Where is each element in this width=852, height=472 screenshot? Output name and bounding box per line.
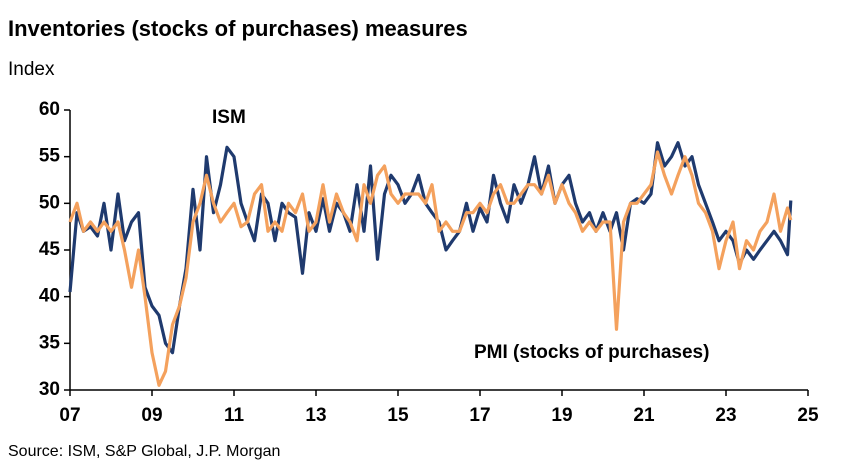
x-tick-label: 07 [59,405,80,426]
x-tick-label: 09 [141,405,162,426]
series-line [68,141,793,355]
y-tick-label: 60 [39,99,60,120]
y-tick-label: 50 [39,192,60,213]
x-tick-label: 15 [387,405,409,426]
series-label: PMI (stocks of purchases) [474,342,709,363]
x-tick-label: 13 [305,405,326,426]
series-label: ISM [212,107,246,128]
x-tick-label: 23 [715,405,736,426]
y-axis-label: Index [8,59,55,80]
x-tick-label: 25 [797,405,819,426]
series-line [68,150,793,387]
y-tick-label: 55 [39,146,61,167]
y-tick-label: 35 [39,332,61,353]
chart-title: Inventories (stocks of purchases) measur… [8,16,468,41]
y-tick-label: 40 [39,286,60,307]
y-tick-label: 30 [39,379,60,400]
source: Source: ISM, S&P Global, J.P. Morgan [8,443,280,460]
x-tick-label: 19 [551,405,572,426]
x-tick-label: 21 [633,405,655,426]
x-tick-label: 17 [469,405,490,426]
x-tick-label: 11 [224,405,245,426]
y-tick-label: 45 [39,239,61,260]
